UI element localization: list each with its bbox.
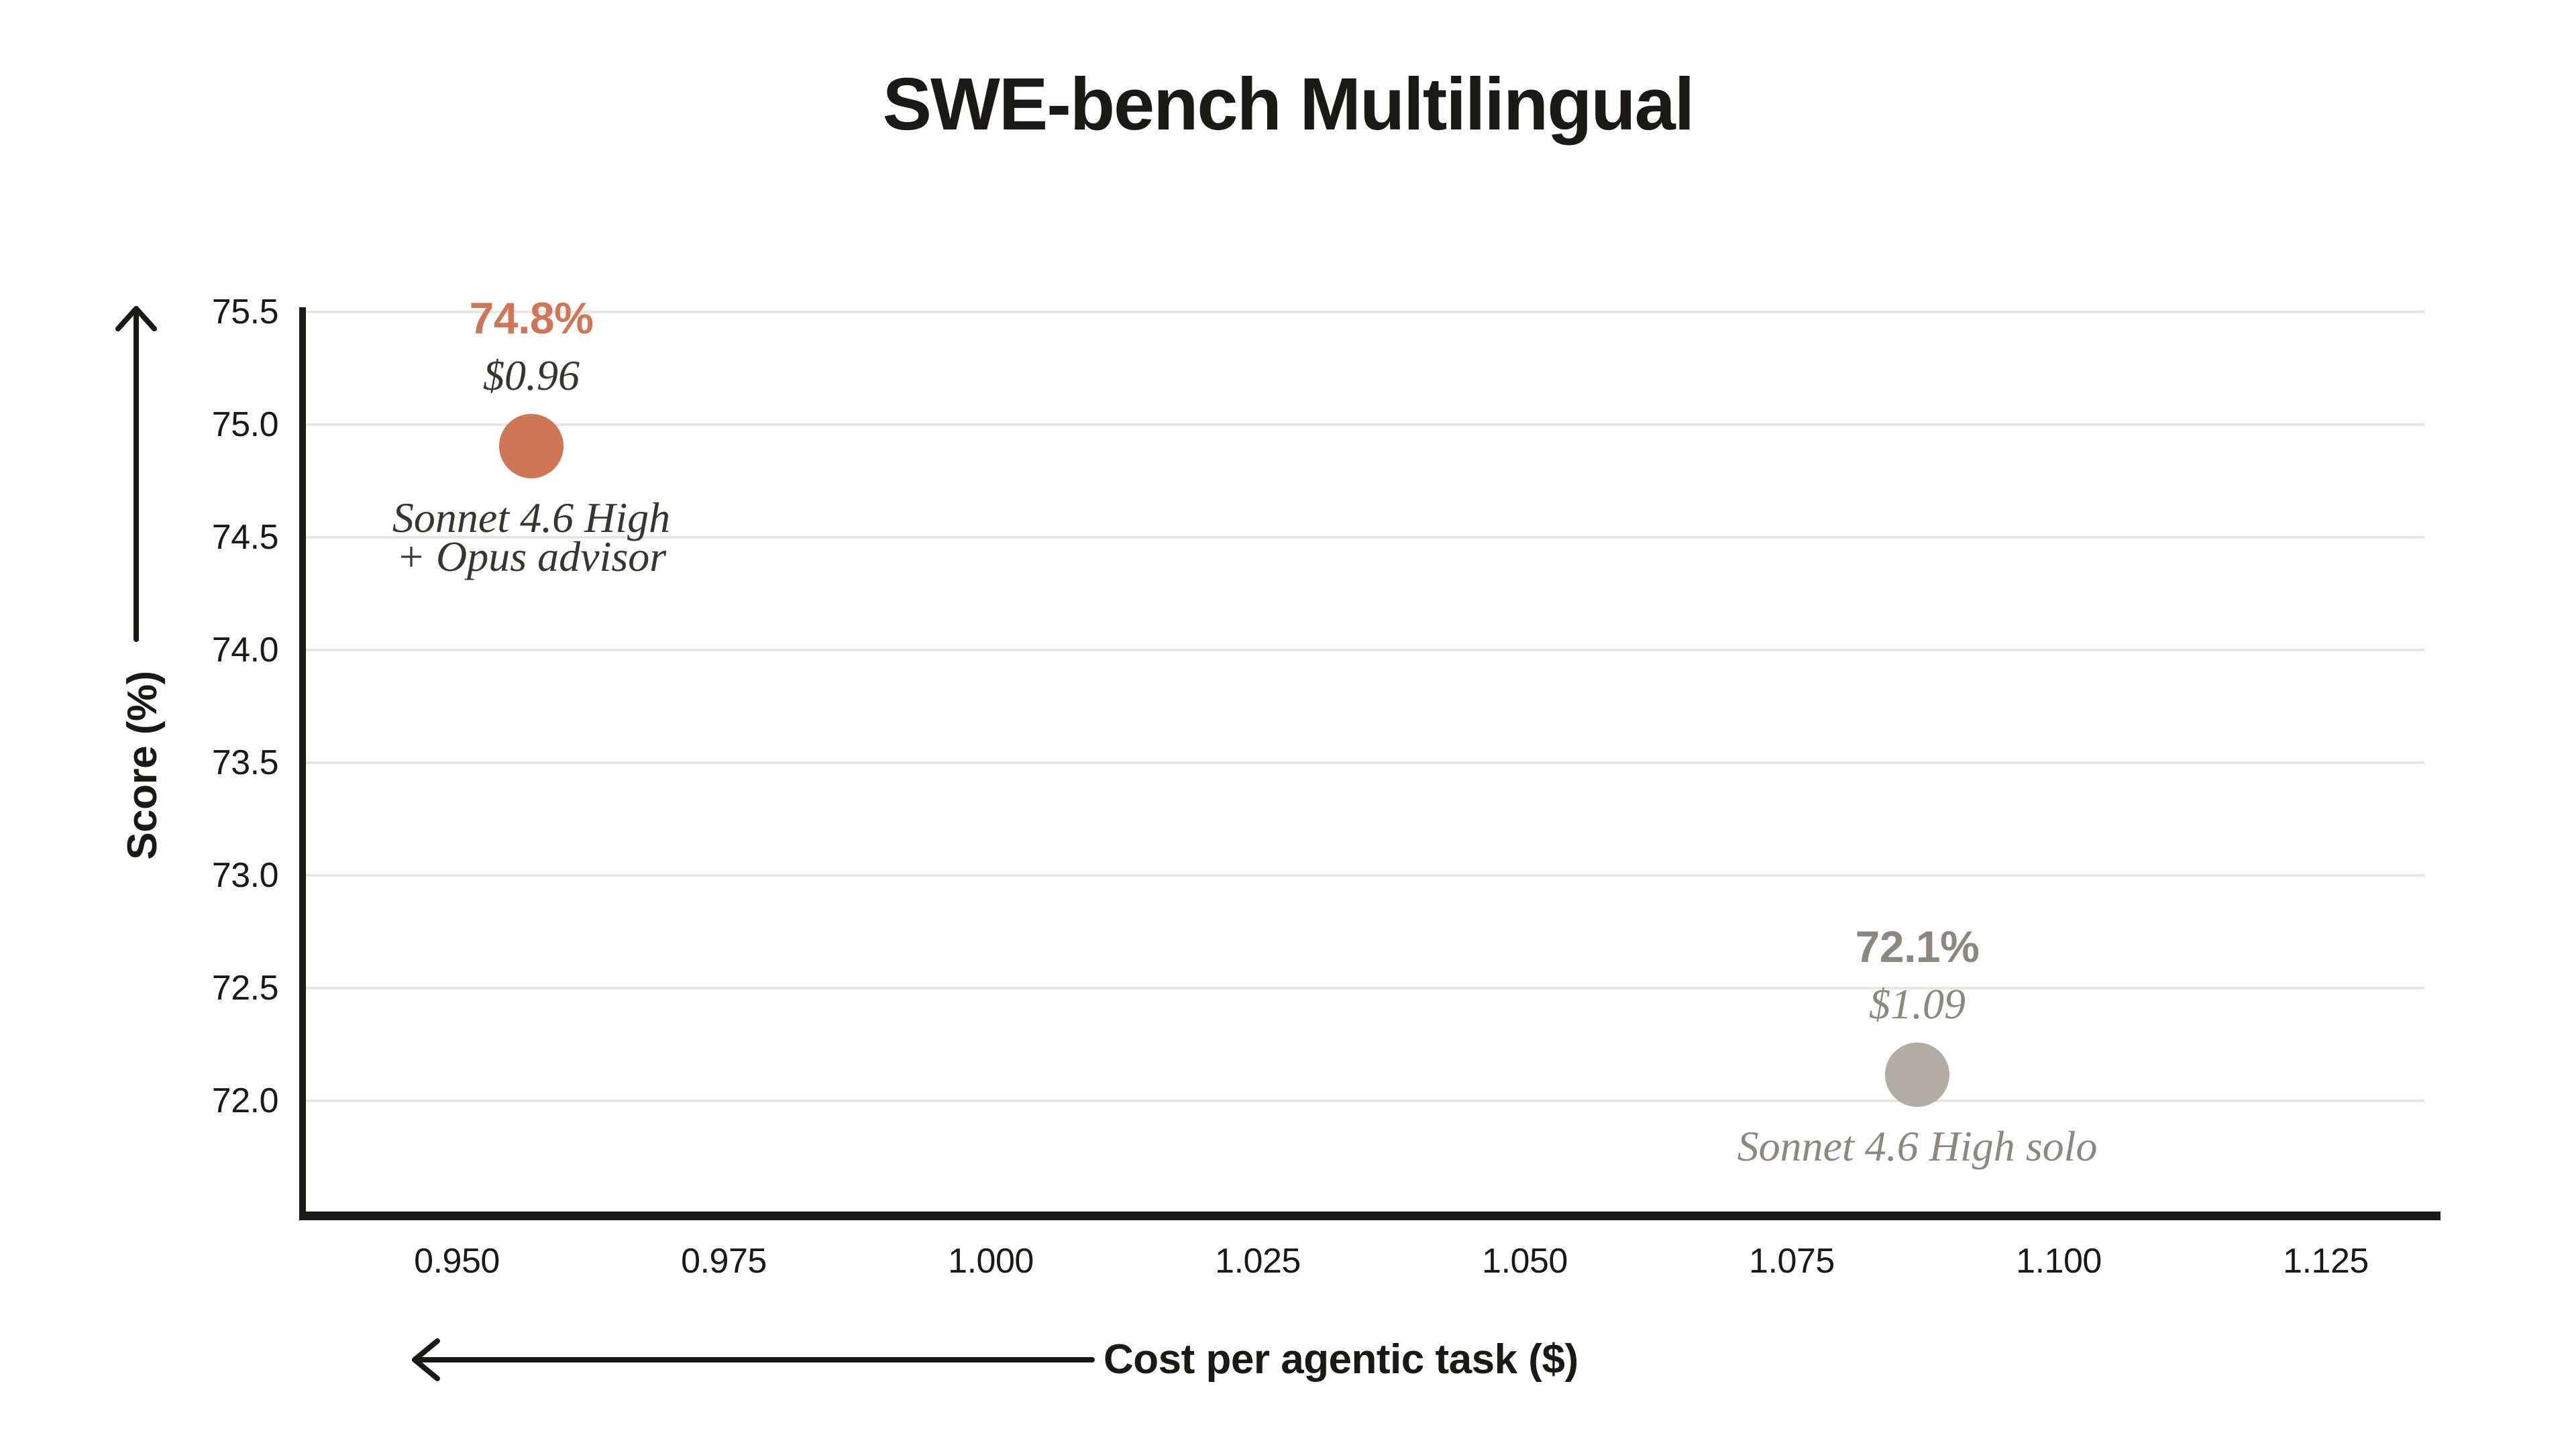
cost-value-label: $1.09 <box>1869 980 1966 1028</box>
x-axis-title: Cost per agentic task ($) <box>1104 1336 1578 1383</box>
x-tick-label: 1.125 <box>2283 1242 2369 1281</box>
x-tick-label: 1.100 <box>2016 1242 2102 1281</box>
y-tick-label: 72.0 <box>211 1081 279 1120</box>
y-tick-label: 75.0 <box>211 405 279 444</box>
point-name-line: Sonnet 4.6 High solo <box>1737 1122 2098 1170</box>
y-axis-line <box>299 307 306 1220</box>
y-tick-label: 74.0 <box>211 631 279 669</box>
gridline-73-5 <box>303 761 2424 764</box>
point-name-label: Sonnet 4.6 High solo <box>1515 1122 2320 1170</box>
gridline-72-5 <box>303 987 2424 989</box>
scatter-marker-sonnet-opus-advisor <box>499 414 564 478</box>
x-tick-label: 0.950 <box>414 1242 500 1281</box>
gridline-75-5 <box>303 311 2424 313</box>
gridline-73-0 <box>303 874 2424 877</box>
chart-title: SWE-bench Multilingual <box>882 63 1695 146</box>
gridline-74-0 <box>303 649 2424 651</box>
y-axis-title: Score (%) <box>119 671 166 860</box>
gridline-74-5 <box>303 536 2424 539</box>
point-name-line: Sonnet 4.6 High <box>392 494 671 541</box>
x-tick-label: 1.075 <box>1749 1242 1835 1281</box>
point-name-label: Sonnet 4.6 High + Opus advisor <box>129 494 934 580</box>
scatter-marker-sonnet-solo <box>1885 1042 1949 1107</box>
x-tick-label: 0.975 <box>681 1242 767 1281</box>
x-axis-line <box>299 1212 2440 1220</box>
score-value-label: 72.1% <box>1855 922 1980 971</box>
y-tick-label: 73.0 <box>211 856 279 895</box>
point-name-line: + Opus advisor <box>396 533 667 580</box>
y-tick-label: 75.5 <box>211 292 279 331</box>
cost-value-label: $0.96 <box>483 352 580 399</box>
x-axis-left-arrow-icon <box>412 1338 1095 1381</box>
y-axis-up-arrow-icon <box>115 306 157 642</box>
x-tick-label: 1.050 <box>1482 1242 1568 1281</box>
x-tick-label: 1.000 <box>948 1242 1034 1281</box>
y-tick-label: 73.5 <box>211 743 279 782</box>
x-tick-label: 1.025 <box>1215 1242 1301 1281</box>
score-value-label: 74.8% <box>469 293 594 343</box>
gridline-75-0 <box>303 423 2424 426</box>
y-tick-label: 74.5 <box>211 518 279 557</box>
y-tick-label: 72.5 <box>211 969 279 1008</box>
gridline-72-0 <box>303 1099 2424 1102</box>
